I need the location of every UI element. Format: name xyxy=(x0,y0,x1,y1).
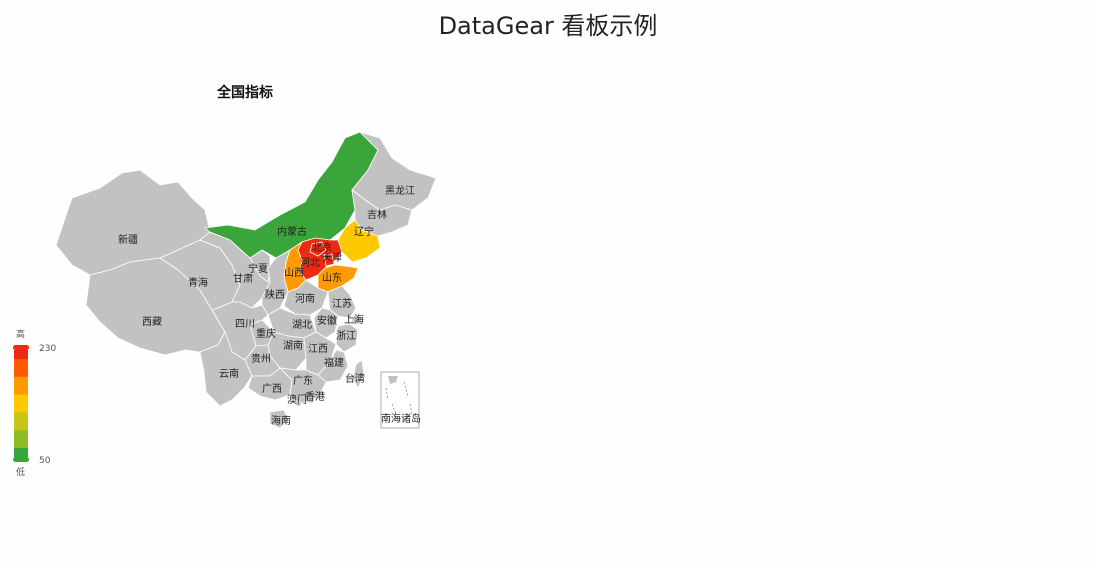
legend-segment xyxy=(14,358,28,369)
legend-segment xyxy=(14,421,28,431)
legend-high-label: 高 xyxy=(16,328,25,340)
region-labels: 新疆 西藏 青海 甘肃 宁夏 内蒙古 黑龙江 吉林 辽宁 北京 天津 河北 山西… xyxy=(118,184,415,427)
legend-segment xyxy=(14,412,28,422)
label-neimenggu: 内蒙古 xyxy=(277,225,307,238)
region-hongkong[interactable] xyxy=(307,397,315,404)
legend-max-value: 230 xyxy=(39,344,56,354)
label-fujian: 福建 xyxy=(324,356,344,369)
inset-landmass xyxy=(388,376,398,384)
legend-top-handle[interactable] xyxy=(13,345,29,350)
label-shanghai: 上海 xyxy=(344,313,364,326)
label-hubei: 湖北 xyxy=(292,319,312,331)
label-chongqing: 重庆 xyxy=(256,327,276,340)
legend-bottom-handle[interactable] xyxy=(13,457,29,462)
label-macau: 澳门 xyxy=(287,393,307,406)
label-beijing: 北京 xyxy=(312,241,332,254)
region-shanghai[interactable] xyxy=(351,315,361,325)
china-map: 新疆 西藏 青海 甘肃 宁夏 内蒙古 黑龙江 吉林 辽宁 北京 天津 河北 山西… xyxy=(13,131,437,478)
label-hebei: 河北 xyxy=(300,257,320,269)
china-map-chart: 全国指标 xyxy=(0,70,480,490)
label-jiangxi: 江西 xyxy=(308,343,328,355)
region-hainan[interactable] xyxy=(269,409,289,429)
region-beijing[interactable] xyxy=(309,241,327,257)
page-title: DataGear 看板示例 xyxy=(438,12,658,40)
visual-map-legend[interactable]: 高 230 50 低 xyxy=(13,328,56,478)
legend-segment xyxy=(14,367,28,378)
inset-frame xyxy=(380,371,420,429)
label-jiangsu: 江苏 xyxy=(332,297,352,310)
legend-segment xyxy=(14,394,28,404)
legend-min-value: 50 xyxy=(39,456,51,466)
south-china-sea-inset: 南海诸岛 xyxy=(380,371,421,429)
label-zhejiang: 浙江 xyxy=(336,330,356,342)
region-shaanxi[interactable] xyxy=(261,249,291,316)
label-guangxi: 广西 xyxy=(262,383,282,395)
label-hongkong: 香港 xyxy=(305,391,325,403)
label-ningxia: 宁夏 xyxy=(248,262,268,275)
label-qinghai: 青海 xyxy=(188,276,208,289)
label-henan: 河南 xyxy=(295,292,315,305)
legend-segment xyxy=(14,448,28,458)
label-anhui: 安徽 xyxy=(317,314,337,327)
label-shaanxi: 陕西 xyxy=(265,288,285,301)
legend-segment xyxy=(14,385,28,395)
label-yunnan: 云南 xyxy=(219,367,239,380)
label-liaoning: 辽宁 xyxy=(354,225,374,238)
label-xinjiang: 新疆 xyxy=(118,233,138,246)
label-taiwan: 台湾 xyxy=(345,372,365,385)
label-guangdong: 广东 xyxy=(293,374,313,387)
label-gansu: 甘肃 xyxy=(233,272,253,285)
legend-low-label: 低 xyxy=(16,466,25,478)
inset-boundary-dashes xyxy=(385,381,413,415)
legend-segment xyxy=(14,439,28,449)
label-hainan: 海南 xyxy=(271,414,291,427)
legend-segment xyxy=(14,350,28,360)
label-jilin: 吉林 xyxy=(367,208,387,221)
label-heilongjiang: 黑龙江 xyxy=(385,184,415,197)
region-anhui[interactable] xyxy=(313,307,339,339)
label-hunan: 湖南 xyxy=(283,339,303,352)
legend-segment xyxy=(14,376,28,387)
region-tianjin[interactable] xyxy=(323,253,335,267)
region-taiwan[interactable] xyxy=(352,359,365,389)
legend-segment xyxy=(14,403,28,413)
inset-label: 南海诸岛 xyxy=(381,412,421,425)
legend-segment xyxy=(14,430,28,440)
label-tianjin: 天津 xyxy=(322,252,342,264)
label-sichuan: 四川 xyxy=(235,319,255,330)
label-guizhou: 贵州 xyxy=(251,352,271,365)
region-henan[interactable] xyxy=(283,279,329,316)
legend-gradient-bar xyxy=(14,350,28,458)
map-title: 全国指标 xyxy=(217,85,273,101)
provinces xyxy=(55,131,437,429)
label-xizang: 西藏 xyxy=(142,316,162,328)
region-yunnan[interactable] xyxy=(199,331,253,407)
region-jilin[interactable] xyxy=(351,189,413,237)
label-shandong: 山东 xyxy=(322,271,342,284)
region-guangdong[interactable] xyxy=(278,367,327,405)
region-macau[interactable] xyxy=(295,401,302,407)
label-shanxi: 山西 xyxy=(284,267,304,279)
